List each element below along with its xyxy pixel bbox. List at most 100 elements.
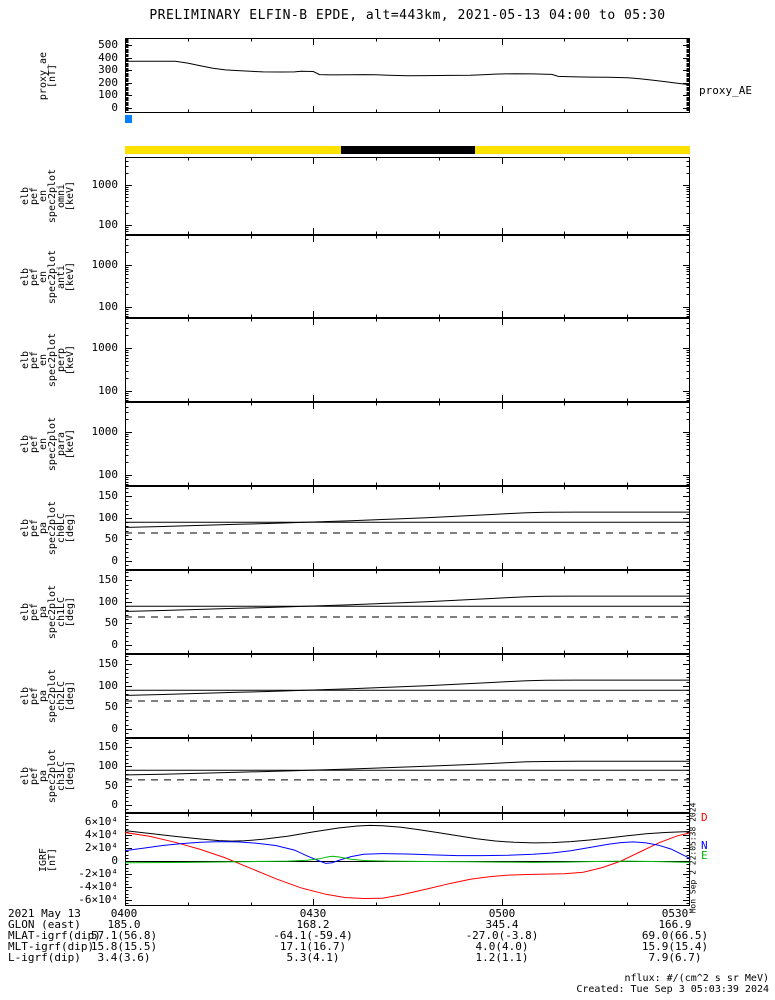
y-tick-label: 0 [111, 637, 118, 651]
y-tick-label: 0 [111, 100, 118, 114]
axis-label-pa-ch2: elb pef pa spec2plot ch2LC [deg] [20, 668, 76, 724]
ephem-value: 5.3(4.1) [286, 951, 340, 964]
panel-pa-ch2 [125, 654, 690, 738]
y-tick-label: -2×10⁴ [78, 867, 118, 881]
created-note: Created: Tue Sep 3 05:03:39 2024 [576, 984, 769, 995]
y-tick-label: 100 [98, 383, 118, 397]
y-tick-label: 100 [98, 300, 118, 314]
y-tick-label: 0 [111, 553, 118, 567]
axis-label-pa-ch3: elb pef pa spec2plot ch3LC [deg] [20, 748, 76, 803]
ephem-value: 15.8(15.5) [90, 940, 158, 953]
panel-pa-ch3 [125, 738, 690, 813]
y-tick-label: 50 [104, 778, 118, 792]
ephem-value: 0430 [299, 907, 327, 920]
series-anti-loss-cone [125, 760, 690, 776]
ephem-value: 168.2 [296, 918, 330, 931]
y-tick-label: 50 [104, 616, 118, 630]
y-tick-label: -6×10⁴ [78, 893, 118, 907]
ephem-row-label: MLT-igrf(dip) [8, 940, 95, 953]
proxy-ae-right-label: proxy_AE [699, 84, 752, 97]
ephem-value: 1.2(1.1) [475, 951, 529, 964]
series-anti-loss-cone [125, 511, 690, 528]
axis-label-igrf: IGRF [nT] [38, 847, 58, 872]
y-tick-label: 0 [111, 854, 118, 868]
axis-label-spec-omni: elb pef en spec2plot omni [keV] [20, 168, 76, 224]
y-tick-label: 50 [104, 532, 118, 546]
series-B-E [125, 855, 690, 864]
ephem-row-label: GLON (east) [8, 918, 81, 931]
ephem-value: -27.0(-3.8) [465, 929, 539, 942]
panel-proxy-ae [125, 38, 690, 113]
ephem-row-label: MLAT-igrf(dip) [8, 929, 101, 942]
igrf-legend-e: E [701, 849, 708, 862]
y-tick-label: 6×10⁴ [84, 815, 118, 829]
ephem-row-label: 2021 May 13 [8, 907, 81, 920]
ephem-row-label: L-igrf(dip) [8, 951, 81, 964]
y-tick-label: 150 [98, 740, 118, 754]
panel-spec-para [125, 402, 690, 486]
series-B-D [125, 832, 690, 900]
y-tick-label: 100 [98, 217, 118, 231]
y-tick-label: 200 [98, 75, 118, 89]
ephem-value: 7.9(6.7) [648, 951, 702, 964]
page-title: PRELIMINARY ELFIN-B EPDE, alt=443km, 202… [149, 8, 666, 23]
orbit-status-bar [125, 146, 690, 154]
axis-label-pa-ch0: elb pef pa spec2plot ch0LC [deg] [20, 500, 76, 556]
panel-igrf [125, 813, 690, 906]
ephem-value: 57.1(56.8) [90, 929, 158, 942]
y-tick-label: 100 [98, 88, 118, 102]
series-anti-loss-cone [125, 595, 690, 612]
igrf-legend-n: N [701, 839, 708, 852]
y-tick-label: 1000 [91, 178, 119, 192]
y-tick-label: 300 [98, 63, 118, 77]
ephem-value: 0500 [488, 907, 516, 920]
axis-label-pa-ch1: elb pef pa spec2plot ch1LC [deg] [20, 584, 76, 640]
ephem-value: 0530 [661, 907, 689, 920]
ephem-value: 185.0 [107, 918, 141, 931]
y-tick-label: 100 [98, 678, 118, 692]
y-tick-label: 0 [111, 797, 118, 811]
y-tick-label: 50 [104, 700, 118, 714]
y-tick-label: 4×10⁴ [84, 828, 118, 842]
series-B-N [125, 841, 690, 864]
y-tick-label: 400 [98, 50, 118, 64]
y-tick-label: 1000 [91, 341, 119, 355]
ephem-value: 345.4 [485, 918, 519, 931]
y-tick-label: 150 [98, 657, 118, 671]
ephem-value: 17.1(16.7) [279, 940, 347, 953]
y-tick-label: 500 [98, 37, 118, 51]
series-proxy_AE [125, 60, 690, 86]
y-tick-label: 1000 [91, 257, 119, 271]
nflux-note: nflux: #/(cm^2 s sr MeV) [624, 973, 770, 984]
y-tick-label: 100 [98, 467, 118, 481]
panel-spec-anti [125, 235, 690, 318]
panel-spec-omni [125, 157, 690, 235]
axis-label-spec-anti: elb pef en spec2plot anti [keV] [20, 249, 76, 304]
orbit-bar-segment [340, 146, 475, 154]
y-tick-label: 150 [98, 573, 118, 587]
ephem-value: 3.4(3.6) [97, 951, 151, 964]
y-tick-label: 2×10⁴ [84, 841, 118, 855]
y-tick-label: 0 [111, 721, 118, 735]
y-tick-label: -4×10⁴ [78, 880, 118, 894]
ephem-value: 15.9(15.4) [641, 940, 709, 953]
y-tick-label: 100 [98, 510, 118, 524]
ephem-value: 69.0(66.5) [641, 929, 709, 942]
ephem-value: 166.9 [658, 918, 692, 931]
panel-spec-perp [125, 318, 690, 402]
time-cursor-marker [125, 115, 132, 123]
vertical-timestamp: Mon Sep 2 22:05:38 2024 [688, 802, 698, 914]
ephem-value: 0400 [110, 907, 138, 920]
series-B-total [125, 824, 690, 844]
axis-label-proxy-ae: proxy_ae [nT] [38, 51, 58, 100]
panel-pa-ch0 [125, 486, 690, 570]
panel-pa-ch1 [125, 570, 690, 654]
series-anti-loss-cone [125, 679, 690, 696]
axis-label-spec-perp: elb pef en spec2plot perp [keV] [20, 332, 76, 388]
ephem-value: 4.0(4.0) [475, 940, 529, 953]
ephem-value: -64.1(-59.4) [273, 929, 353, 942]
y-tick-label: 100 [98, 759, 118, 773]
axis-label-spec-para: elb pef en spec2plot para [keV] [20, 416, 76, 472]
